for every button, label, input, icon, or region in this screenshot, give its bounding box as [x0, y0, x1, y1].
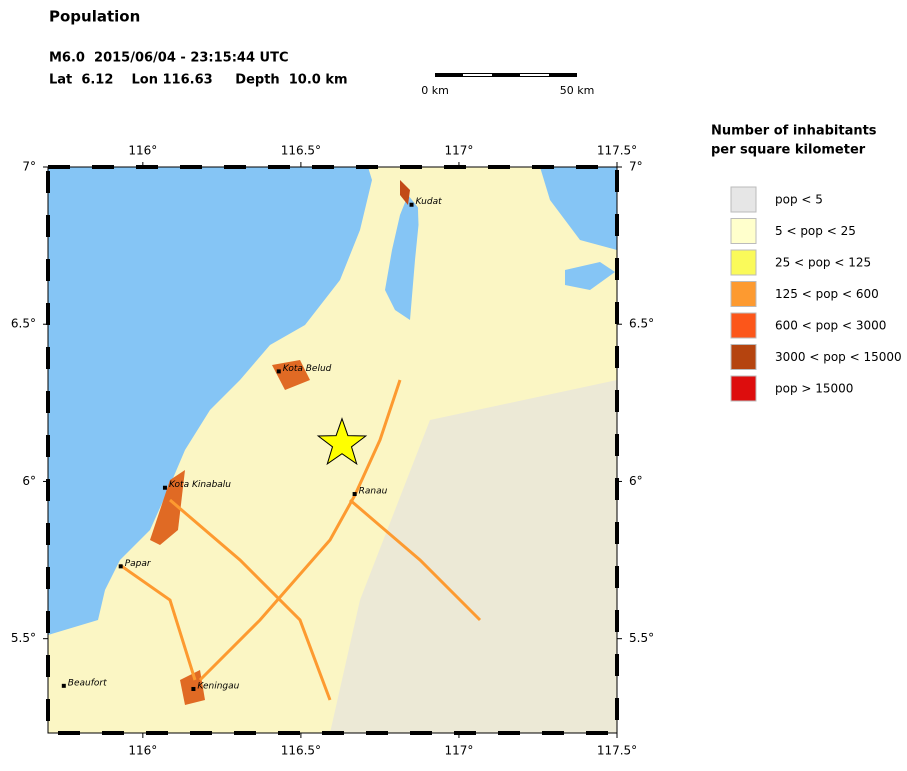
- location-line: Lat 6.12 Lon 116.63 Depth 10.0 km: [49, 73, 348, 88]
- city-marker: [162, 485, 167, 490]
- city-marker: [276, 369, 281, 374]
- legend-label: 600 < pop < 3000: [775, 319, 886, 333]
- city-label: Ranau: [359, 487, 388, 497]
- scale-start: 0 km: [421, 84, 449, 97]
- scale-bar-base: [435, 73, 577, 77]
- land: [418, 167, 480, 270]
- city-marker: [61, 683, 66, 688]
- lon-label: 116°: [128, 744, 157, 758]
- legend-label: pop < 5: [775, 193, 823, 207]
- island-sea: [565, 262, 615, 290]
- lat-label: 5.5°: [629, 631, 654, 645]
- legend-title: per square kilometer: [711, 143, 866, 158]
- lat-label: 6.5°: [629, 317, 654, 331]
- title: Population: [49, 8, 140, 26]
- scale-bar-segment: [463, 74, 492, 76]
- legend-swatch: [730, 249, 757, 276]
- legend-label: 125 < pop < 600: [775, 287, 879, 301]
- legend-swatch: [730, 375, 757, 402]
- lon-label: 117°: [444, 744, 473, 758]
- city-label: Kota Belud: [283, 364, 332, 374]
- lat-label: 6°: [629, 474, 643, 488]
- lon-label: 116°: [128, 144, 157, 158]
- legend-swatch: [730, 281, 757, 307]
- map-area: Kudat Kota Belud Kota Kinabalu Ranau Papar Be…: [48, 167, 617, 733]
- urban-area: [400, 180, 410, 205]
- legend: Number of inhabitants per square kilomet…: [711, 124, 902, 402]
- city-label: Kota Kinabalu: [169, 480, 231, 490]
- map-frame-inner: [47, 166, 618, 734]
- lat-label: 7°: [629, 160, 643, 174]
- city-marker: [409, 202, 414, 207]
- urban-area: [150, 470, 185, 545]
- legend-swatch: [730, 186, 757, 213]
- legend-label: 3000 < pop < 15000: [775, 350, 902, 364]
- city-label: Keningau: [197, 681, 239, 691]
- lon-label: 117.5°: [597, 744, 637, 758]
- legend-swatch: [730, 218, 757, 244]
- lat-label: 5.5°: [11, 631, 36, 645]
- lat-label: 7°: [22, 160, 36, 174]
- city-label: Kudat: [416, 197, 443, 207]
- sea: [48, 167, 372, 635]
- city-marker: [352, 492, 357, 497]
- lon-label: 117°: [444, 144, 473, 158]
- low-pop-region: [330, 380, 617, 733]
- lat-label: 6.5°: [11, 317, 36, 331]
- city-marker: [118, 564, 123, 569]
- epicenter-star: [316, 417, 368, 466]
- scale-bar-segment: [520, 74, 549, 76]
- scale-end: 50 km: [560, 84, 595, 97]
- city-label: Beaufort: [68, 678, 107, 688]
- legend-swatch: [730, 344, 757, 370]
- road-corridor: [119, 379, 482, 701]
- lon-label: 116.5°: [281, 744, 321, 758]
- legend-swatch: [730, 312, 757, 339]
- scale-bar: 0 km 50 km: [421, 73, 594, 97]
- bay: [385, 195, 420, 320]
- city-label: Papar: [125, 559, 152, 569]
- urban-area: [272, 360, 310, 390]
- lat-label: 6°: [22, 474, 36, 488]
- lon-label: 117.5°: [597, 144, 637, 158]
- event-line: M6.0 2015/06/04 - 23:15:44 UTC: [49, 51, 288, 66]
- legend-title: Number of inhabitants: [711, 124, 877, 139]
- legend-label: pop > 15000: [775, 382, 853, 396]
- sea: [540, 167, 617, 250]
- legend-label: 25 < pop < 125: [775, 256, 871, 270]
- lon-label: 116.5°: [281, 144, 321, 158]
- legend-label: 5 < pop < 25: [775, 224, 856, 238]
- city-marker: [191, 686, 196, 691]
